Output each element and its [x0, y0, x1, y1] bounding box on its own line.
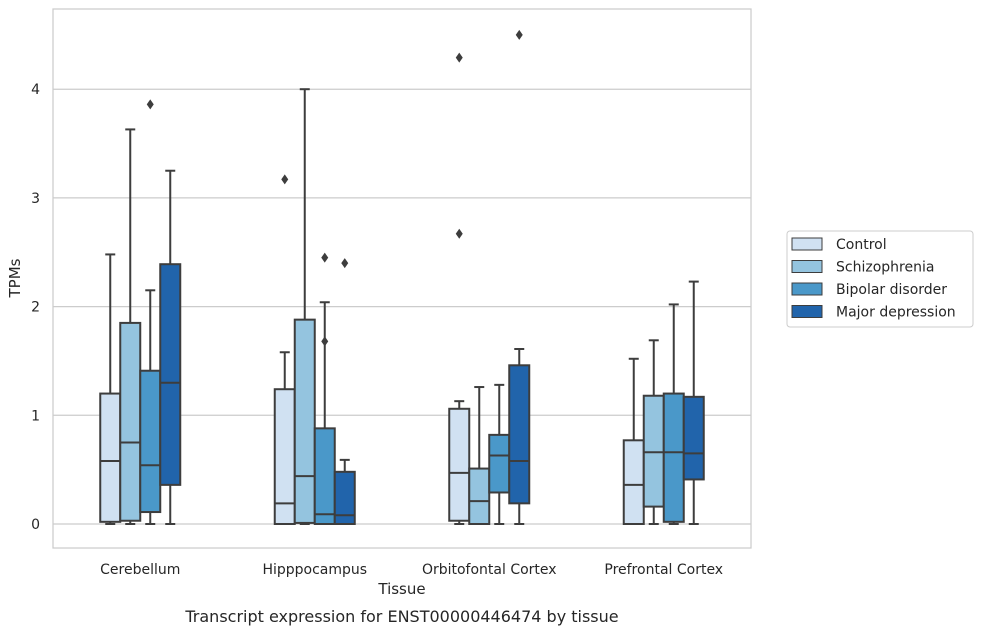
y-tick-label: 4: [31, 82, 40, 98]
x-tick-label: Prefrontal Cortex: [604, 562, 723, 578]
box-1-3: [333, 258, 356, 526]
box-body: [293, 318, 316, 524]
box-1-2: [313, 252, 336, 525]
outlier-point: [455, 52, 463, 63]
y-tick-label: 1: [31, 408, 40, 424]
legend-swatch: [791, 237, 823, 251]
box-0-3: [159, 169, 182, 525]
y-tick-label: 2: [31, 300, 40, 316]
outlier-point: [341, 258, 349, 269]
legend-items: Control Schizophrenia Bipolar disorder Majo…: [791, 237, 956, 321]
x-axis-label: Tissue: [377, 580, 425, 598]
y-axis-label: TPMs: [6, 258, 24, 298]
legend: Control Schizophrenia Bipolar disorder Majo…: [786, 230, 974, 328]
plot-area-frame: [52, 8, 752, 549]
box-2-3: [508, 29, 531, 525]
x-tick-label: Cerebellum: [100, 562, 180, 578]
x-tick-label: Hipppocampus: [262, 562, 367, 578]
boxes: [99, 29, 705, 526]
legend-swatch: [791, 282, 823, 296]
outlier-point: [321, 336, 329, 347]
box-2-0: [448, 52, 471, 525]
outlier-point: [515, 29, 523, 40]
box-body: [662, 392, 685, 523]
legend-label: Control: [836, 237, 887, 253]
legend-frame: [786, 230, 974, 328]
box-body: [313, 427, 336, 525]
box-body: [99, 392, 122, 523]
outlier-point: [146, 99, 154, 110]
box-body: [139, 369, 162, 514]
y-tick-label: 3: [31, 191, 40, 207]
box-body: [682, 395, 705, 481]
box-body: [159, 263, 182, 486]
legend-swatch: [791, 305, 823, 318]
box-3-3: [682, 280, 705, 525]
box-3-1: [642, 339, 665, 525]
legend-label: Major depression: [836, 305, 956, 321]
box-0-2: [139, 99, 162, 525]
box-2-2: [488, 383, 511, 525]
box-body: [468, 467, 491, 525]
box-body: [642, 394, 665, 508]
box-3-0: [622, 357, 645, 525]
box-body: [119, 321, 142, 522]
legend-swatch: [791, 260, 823, 273]
box-body: [622, 439, 645, 525]
box-1-1: [293, 88, 316, 525]
box-body: [508, 364, 531, 505]
box-1-0: [273, 174, 296, 525]
y-tick-labels: 0 1 2 3 4: [31, 82, 40, 533]
box-3-2: [662, 303, 685, 525]
outlier-point: [281, 174, 289, 185]
box-0-0: [99, 253, 122, 525]
box-0-1: [119, 128, 142, 525]
x-tick-label: Orbitofontal Cortex: [422, 562, 557, 578]
box-2-1: [468, 386, 491, 525]
outlier-point: [455, 228, 463, 239]
outlier-point: [321, 252, 329, 263]
box-body: [448, 407, 471, 522]
chart-caption: Transcript expression for ENST0000044647…: [184, 607, 618, 626]
x-tick-labels: Cerebellum Hipppocampus Orbitofontal Corte…: [100, 562, 723, 578]
y-tick-label: 0: [31, 517, 40, 533]
legend-label: Schizophrenia: [836, 260, 934, 276]
legend-label: Bipolar disorder: [836, 282, 947, 298]
box-body: [333, 470, 356, 526]
box-body: [488, 433, 511, 494]
